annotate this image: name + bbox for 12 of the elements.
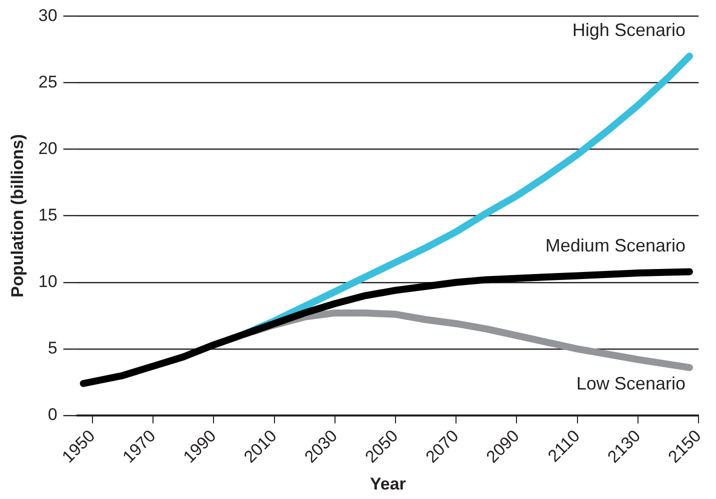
series-label: Medium Scenario [545, 236, 686, 256]
y-tick-label: 25 [38, 72, 58, 92]
y-tick-label: 15 [38, 206, 58, 225]
y-tick-label: 10 [38, 272, 58, 292]
y-tick-label: 30 [38, 6, 58, 25]
y-tick-label: 5 [48, 338, 58, 358]
x-axis-title: Year [370, 474, 406, 494]
series-label: High Scenario [572, 20, 686, 40]
y-tick-label: 20 [38, 138, 58, 158]
y-tick-label: 0 [48, 405, 58, 424]
series-label: Low Scenario [576, 373, 686, 394]
y-axis-title: Population (billions) [8, 134, 27, 298]
